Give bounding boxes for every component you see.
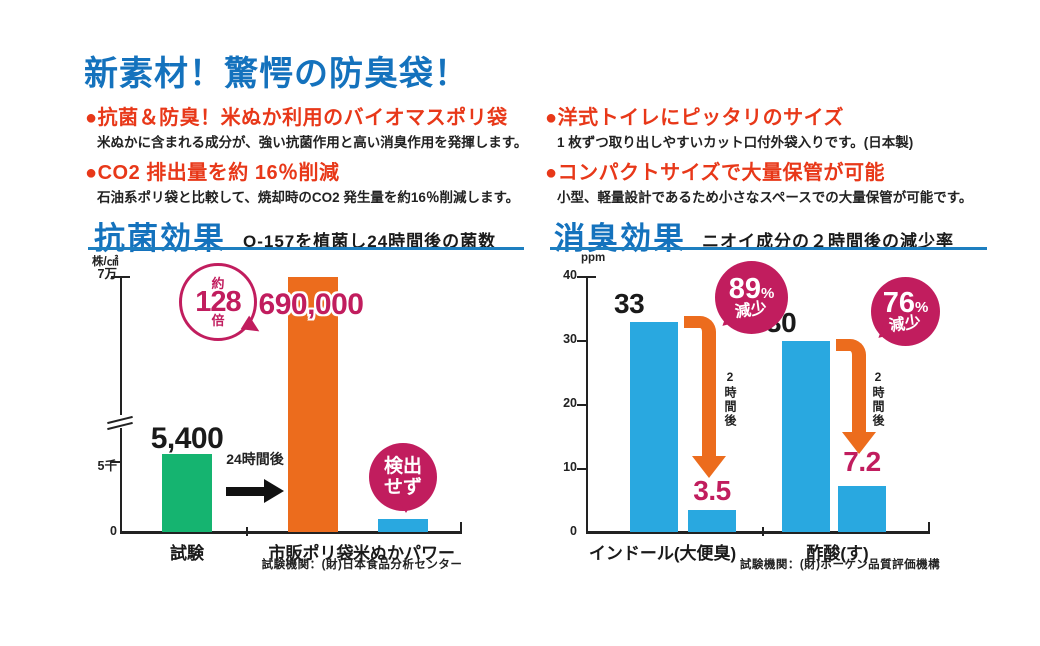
right-chart-subtitle: ニオイ成分の２時間後の減少率 (702, 232, 954, 251)
right-ytick-0: 0 (570, 524, 577, 538)
badge-number: 128 (195, 286, 241, 318)
left-ytick-5000: 5千 (97, 459, 117, 473)
right-y-axis-unit: ppm (581, 252, 606, 264)
multiplier-badge-128x: 約 128 倍 (179, 263, 257, 341)
right-chart-title: 消臭効果 (554, 221, 686, 256)
badge-76-percent: % (914, 299, 929, 316)
feature-body-co2: 石油系ポリ袋と比較して、焼却時のCO2 発生量を約16％削減します。 (97, 190, 520, 205)
feature-body-toilet-size: 1 枚ずつ取り出しやすいカット口付外袋入りです。(日本製) (557, 135, 914, 150)
left-x-axis (120, 531, 462, 534)
left-tick-5000 (111, 461, 120, 463)
feature-heading-co2: ●CO2 排出量を約 16％削減 (85, 162, 340, 184)
left-x-axis-group-tick (246, 527, 248, 536)
badge-prefix: 約 (211, 276, 225, 291)
left-title-underline (88, 247, 524, 250)
left-ytick-70000: 7万 (97, 267, 117, 281)
value-label-5400: 5,400 (150, 422, 224, 455)
right-tick-20 (577, 404, 586, 406)
value-label-33: 33 (614, 288, 645, 319)
reduction-badge-89: 89% 減少 (715, 261, 788, 334)
not-detected-line2: せず (383, 477, 422, 498)
left-chart-source: 試験機関：(財)日本食品分析センター (261, 559, 463, 571)
badge-76-number: 76 (882, 287, 915, 319)
bar-indole-before (630, 321, 678, 532)
left-chart-subtitle: O-157を植菌し24時間後の菌数 (243, 232, 497, 251)
reduction-badge-76: 76% 減少 (871, 277, 940, 346)
right-x-axis-group-tick (762, 527, 764, 536)
category-label-acetic-acid: 酢酸(す) (806, 544, 869, 563)
page-title: 新素材！驚愕の防臭袋！ (84, 55, 469, 93)
right-chart-source: 試験機関：(財)ボーケン品質評価機構 (739, 559, 941, 571)
right-ytick-40: 40 (563, 268, 577, 282)
category-label-indole: インドール(大便臭) (588, 544, 737, 563)
bar-rice-bran-power (378, 519, 428, 532)
not-detected-badge: 検出 せず (369, 443, 437, 513)
arrow-label-24h: 24時間後 (226, 451, 284, 467)
feature-body-compact: 小型、軽量設計であるため小さなスペースでの大量保管が可能です。 (557, 190, 973, 205)
right-y-axis-cap (588, 276, 596, 278)
left-x-axis-end-tick (460, 522, 462, 532)
bar-test-5400 (162, 453, 212, 532)
right-ytick-10: 10 (563, 460, 577, 474)
category-label-test: 試験 (170, 544, 204, 563)
down-arrow-acetic-head-icon (842, 432, 876, 454)
feature-body-biomass: 米ぬかに含まれる成分が、強い抗菌作用と高い消臭作用を発揮します。 (97, 135, 528, 150)
badge-76-word: 減少 (888, 313, 923, 336)
right-title-underline (550, 247, 987, 250)
right-x-axis (586, 531, 930, 534)
right-ytick-30: 30 (563, 332, 577, 346)
feature-heading-compact: ●コンパクトサイズで大量保管が可能 (545, 162, 885, 184)
bar-market-polybag (288, 277, 338, 532)
feature-heading-biomass: ●抗菌＆防臭！米ぬか利用のバイオマスポリ袋 (85, 107, 508, 129)
right-y-axis (586, 276, 588, 534)
badge-suffix: 倍 (211, 313, 225, 328)
arrow-label-2h-acetic: 2時間後 (871, 370, 885, 428)
right-x-axis-end-tick (928, 522, 930, 532)
value-label-690000: 690,000 (258, 288, 364, 321)
right-tick-10 (577, 468, 586, 470)
category-label-rice-bran-power: 米ぬかパワー (353, 544, 455, 563)
down-arrow-indole-icon (684, 316, 716, 458)
down-arrow-acetic-icon (836, 339, 866, 434)
left-y-axis-cap (122, 276, 130, 278)
bar-acetic-after (838, 486, 886, 532)
left-y-axis-unit: 株/㎠ (92, 256, 119, 268)
left-chart-title: 抗菌効果 (94, 221, 226, 256)
right-tick-30 (577, 340, 586, 342)
bar-acetic-before (782, 340, 830, 532)
badge-89-number: 89 (728, 273, 761, 305)
right-arrow-head-icon (264, 479, 284, 503)
left-ytick-0: 0 (110, 524, 117, 538)
bar-indole-after (688, 509, 736, 532)
right-ytick-20: 20 (563, 396, 577, 410)
right-arrow-icon (226, 487, 264, 496)
right-tick-40 (577, 276, 586, 278)
category-label-market-polybag: 市販ポリ袋 (268, 544, 354, 563)
not-detected-line1: 検出 (383, 456, 422, 477)
down-arrow-indole-head-icon (692, 456, 726, 478)
badge-89-percent: % (760, 285, 775, 302)
arrow-label-2h-indole: 2時間後 (723, 370, 737, 428)
feature-heading-toilet-size: ●洋式トイレにピッタリのサイズ (545, 107, 844, 129)
left-tick-70000 (111, 276, 120, 278)
value-label-3-5: 3.5 (693, 475, 731, 506)
left-y-axis (120, 276, 122, 534)
badge-89-word: 減少 (734, 299, 769, 322)
